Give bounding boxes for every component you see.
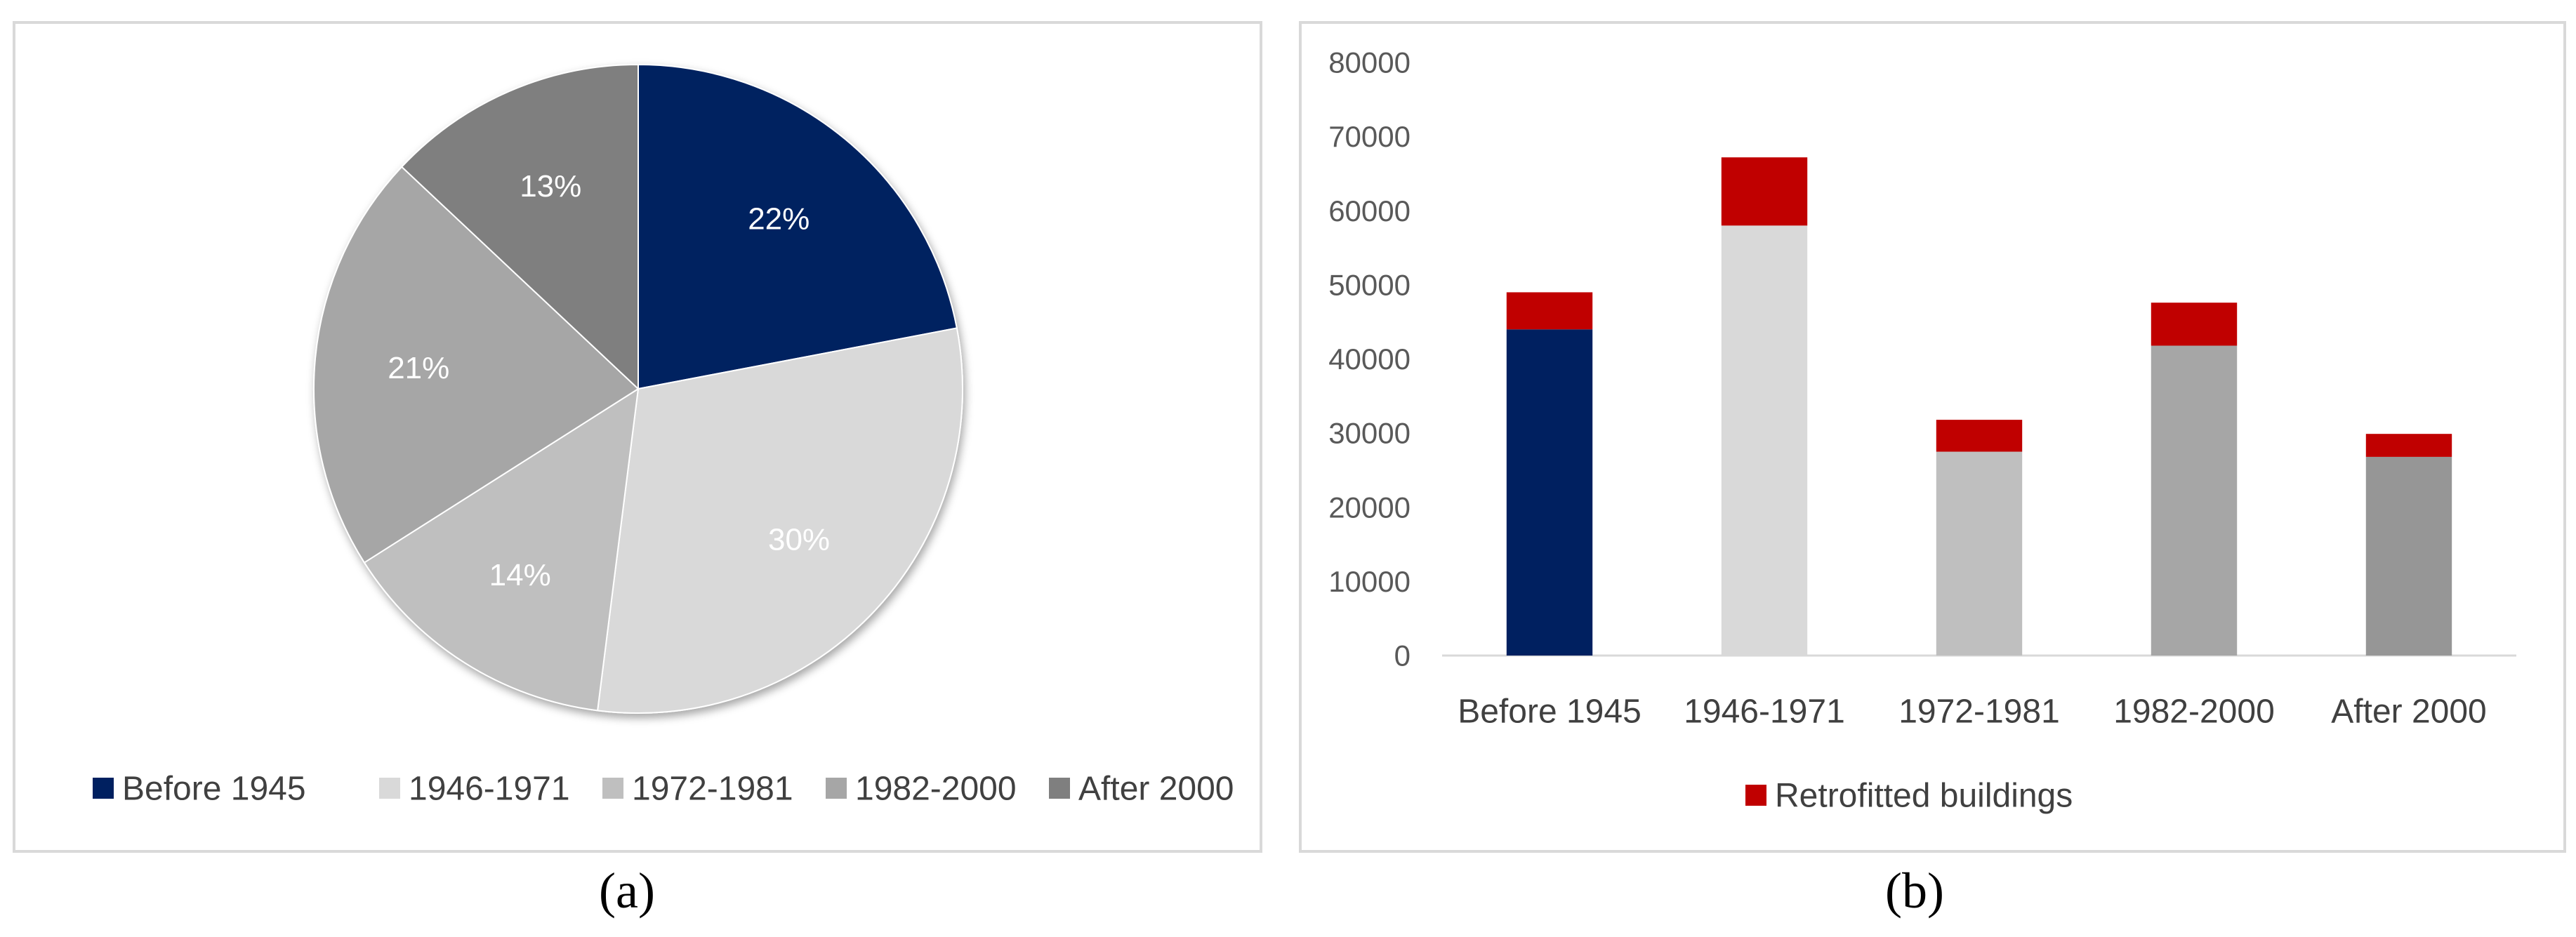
y-tick-label-3: 30000 [1328,417,1411,450]
pie-chart-panel: 22% 30% 14% 21% 13% Before 1945 1946-1971 1972-… [13,21,1262,853]
pie-data-label-3: 21% [388,351,449,385]
legend-swatch-retrofitted [1745,785,1766,806]
bar-retrofitted-4 [2365,434,2452,457]
y-tick-label-1: 10000 [1328,565,1411,598]
legend-label-1: 1946-1971 [409,771,570,808]
y-tick-label-8: 80000 [1328,46,1411,79]
bar-base-4 [2365,456,2452,656]
pie-slice-0 [638,63,958,390]
legend-swatch-0 [93,778,114,799]
legend-label-4: After 2000 [1078,771,1234,808]
legend-swatch-1 [379,778,400,799]
legend-swatch-2 [602,778,623,799]
pie-data-label-2: 14% [489,558,551,592]
bar-retrofitted-0 [1506,292,1593,330]
pie-slice-4 [400,63,639,391]
x-tick-label-3: 1982-2000 [2113,693,2275,731]
pie-data-label-4: 13% [520,169,581,204]
pie-data-label-1: 30% [768,523,830,557]
legend-swatch-3 [826,778,847,799]
x-tick-label-1: 1946-1971 [1684,693,1845,731]
y-tick-label-4: 40000 [1328,343,1411,376]
legend-label-0: Before 1945 [122,771,306,808]
y-tick-label-7: 70000 [1328,120,1411,153]
x-tick-label-0: Before 1945 [1458,693,1642,731]
bar-retrofitted-2 [1936,420,2023,452]
y-tick-label-0: 0 [1394,639,1411,672]
bar-base-0 [1506,329,1593,656]
pie-slice-3 [313,166,640,564]
caption-b: (b) [1885,863,1944,919]
bar-base-1 [1721,225,1808,656]
pie-slice-1 [596,327,963,714]
pie-data-label-0: 22% [748,201,810,236]
legend-label-retrofitted: Retrofitted buildings [1775,778,2073,815]
x-tick-label-2: 1972-1981 [1898,693,2060,731]
y-tick-label-2: 20000 [1328,491,1411,524]
pie-chart: 22% 30% 14% 21% 13% Before 1945 1946-1971 1972-… [93,63,1234,808]
bar-base-3 [2151,345,2238,656]
bar-chart-panel: 0 10000 20000 30000 40000 50000 60000 70000 8000… [1299,21,2566,853]
bar-base-2 [1936,451,2023,656]
bar-retrofitted-1 [1721,157,1808,226]
bar-chart: 0 10000 20000 30000 40000 50000 60000 70000 8000… [1328,46,2516,815]
bar-retrofitted-3 [2151,303,2238,346]
y-tick-label-6: 60000 [1328,194,1411,227]
caption-a: (a) [599,863,655,919]
legend-label-3: 1982-2000 [855,771,1017,808]
legend-swatch-4 [1049,778,1070,799]
legend-label-2: 1972-1981 [632,771,793,808]
x-tick-label-4: After 2000 [2331,693,2486,731]
y-tick-label-5: 50000 [1328,268,1411,301]
pie-slice-2 [363,387,640,712]
